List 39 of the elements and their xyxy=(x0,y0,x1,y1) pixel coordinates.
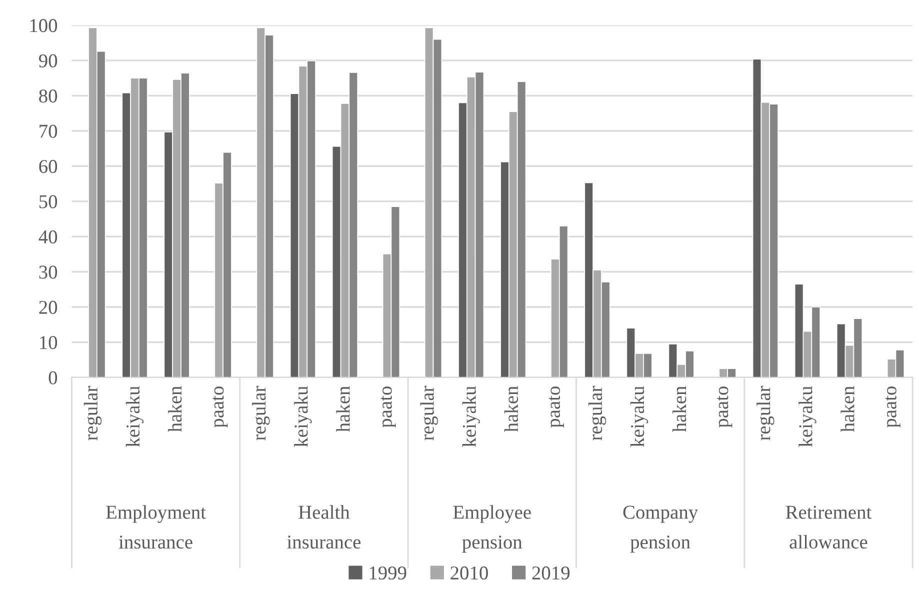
x-tick-label: haken xyxy=(504,386,518,432)
x-tick-label: paato xyxy=(717,386,732,428)
x-tick-label: keiyaku xyxy=(462,386,480,447)
x-tick-label: haken xyxy=(168,386,182,432)
x-tick-label: keiyaku xyxy=(126,386,144,447)
y-tick-label: 0 xyxy=(48,371,58,384)
text: Employee pension xyxy=(453,505,531,553)
y-tick-label: 30 xyxy=(39,266,58,279)
text: Health insurance xyxy=(287,505,361,549)
x-tick-label: regular xyxy=(588,386,606,440)
x-tick-label: regular xyxy=(252,386,270,440)
x-tick-label: keiyaku xyxy=(630,386,648,447)
x-tick-label: regular xyxy=(84,386,102,440)
y-tick-label: 50 xyxy=(39,195,58,208)
y-tick-label: 70 xyxy=(40,124,58,138)
x-tick-label: paato xyxy=(380,386,396,428)
legend-label: 2019 xyxy=(532,566,570,580)
x-tick-label: haken xyxy=(840,386,854,432)
y-tick-label: 80 xyxy=(39,89,58,103)
y-tick-label: 100 xyxy=(30,19,58,32)
y-tick-label: 10 xyxy=(40,336,58,350)
x-tick-label: regular xyxy=(756,386,774,440)
x-tick-label: paato xyxy=(885,386,900,428)
text: Company pension xyxy=(623,506,698,553)
x-tick-label: paato xyxy=(548,386,564,428)
legend-label: 2010 xyxy=(450,566,488,580)
text: Employment insurance xyxy=(106,505,206,549)
y-tick-label: 40 xyxy=(38,230,58,244)
text: Retirement allowance xyxy=(786,506,872,549)
x-tick-label: regular xyxy=(420,386,438,440)
y-tick-label: 90 xyxy=(38,54,58,68)
x-tick-label: paato xyxy=(212,386,228,428)
y-tick-label: 20 xyxy=(39,300,58,314)
legend-label: 1999 xyxy=(370,566,406,580)
x-tick-label: haken xyxy=(672,386,686,432)
x-tick-label: keiyaku xyxy=(798,386,816,447)
y-tick-label: 60 xyxy=(39,160,58,174)
x-tick-label: keiyaku xyxy=(294,386,312,447)
x-tick-label: haken xyxy=(336,386,350,432)
